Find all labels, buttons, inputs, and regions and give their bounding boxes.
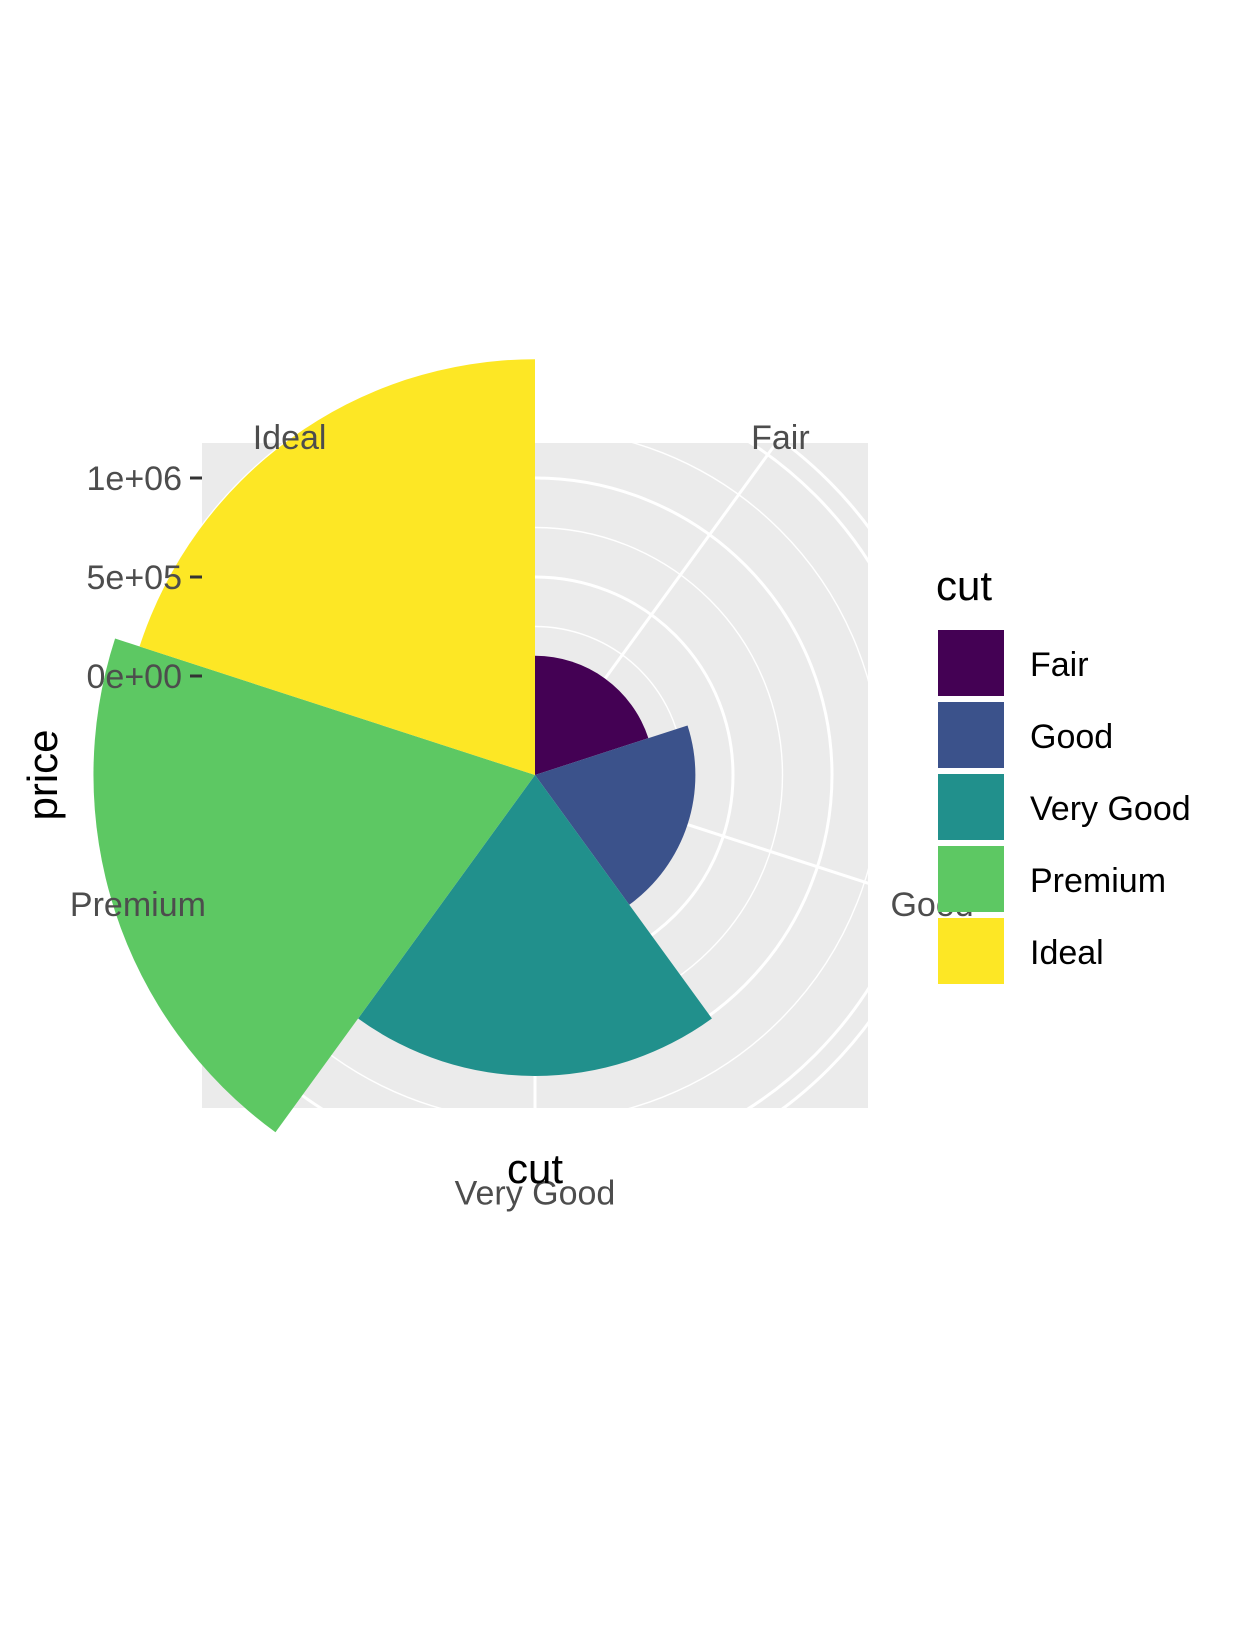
x-tick-label: Premium (70, 886, 206, 924)
bar-very-good (358, 775, 712, 1076)
y-tick-label: 5e+05 (87, 559, 183, 597)
x-tick-label: Ideal (253, 419, 327, 457)
legend-key (938, 846, 1004, 912)
legend-title: cut (936, 562, 992, 609)
legend-label: Fair (1030, 646, 1089, 684)
bar-good (535, 725, 696, 905)
legend-label: Very Good (1030, 790, 1191, 828)
y-axis: 0e+00 5e+05 1e+06 (87, 460, 202, 696)
x-tick-label: Very Good (455, 1175, 616, 1213)
x-axis-title: cut (507, 1145, 563, 1192)
legend-label: Good (1030, 718, 1113, 756)
legend: cut Fair Good Very Good Premium Ideal (936, 562, 1191, 984)
legend-label: Premium (1030, 862, 1166, 900)
bars (93, 359, 712, 1133)
bar-ideal (139, 359, 535, 775)
y-tick-label: 0e+00 (87, 658, 183, 696)
bar-premium (93, 638, 535, 1133)
bar-fair (535, 655, 649, 775)
legend-key (938, 630, 1004, 696)
legend-key (938, 702, 1004, 768)
y-tick-label: 1e+06 (87, 460, 183, 498)
legend-label: Ideal (1030, 934, 1104, 972)
legend-key (938, 918, 1004, 984)
y-axis-title: price (19, 729, 66, 820)
legend-items: Fair Good Very Good Premium Ideal (938, 630, 1191, 984)
legend-key (938, 774, 1004, 840)
x-tick-label: Fair (751, 419, 810, 457)
